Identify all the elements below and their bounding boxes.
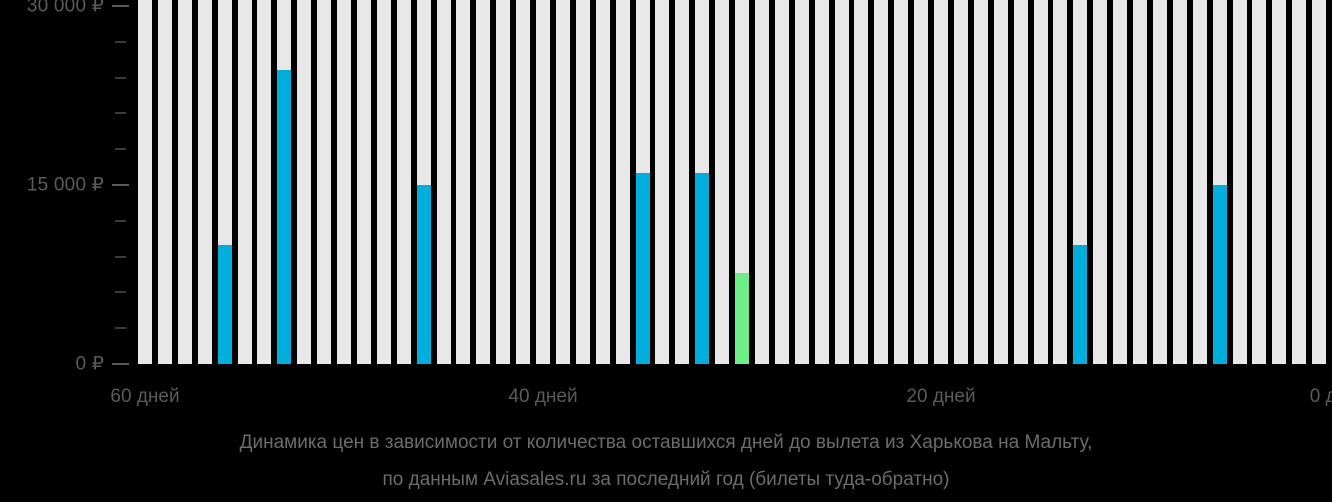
- column-stripe: [794, 0, 809, 364]
- column-stripe: [715, 0, 730, 364]
- column-stripe: [237, 0, 252, 364]
- y-axis-tick-mark: [112, 363, 129, 365]
- y-axis-minor-tick: [115, 76, 126, 79]
- column-stripe: [297, 0, 312, 364]
- column-stripe: [356, 0, 371, 364]
- column-stripe: [1033, 0, 1048, 364]
- column-stripe: [754, 0, 769, 364]
- x-axis-tick-label: 0 дней: [1309, 386, 1332, 407]
- y-axis-tick-label: 30 000 ₽: [26, 0, 104, 17]
- column-stripe: [337, 0, 351, 364]
- column-stripe: [1192, 0, 1207, 364]
- column-stripe: [1232, 0, 1247, 364]
- y-axis-tick-mark: [112, 184, 129, 186]
- column-stripe: [138, 0, 152, 364]
- y-axis-minor-tick: [115, 327, 126, 330]
- column-stripe: [615, 0, 630, 364]
- x-axis-tick-label: 20 дней: [906, 386, 976, 407]
- column-stripe: [774, 0, 789, 364]
- y-axis-minor-tick: [115, 112, 126, 115]
- y-axis-tick-label: 15 000 ₽: [26, 174, 104, 196]
- price-bar[interactable]: [695, 173, 710, 364]
- column-stripe: [575, 0, 590, 364]
- column-stripe: [1133, 0, 1147, 364]
- column-stripe: [595, 0, 610, 364]
- price-bar[interactable]: [1073, 244, 1088, 364]
- column-stripe: [257, 0, 272, 364]
- y-axis-minor-tick: [115, 291, 126, 294]
- column-stripe: [874, 0, 889, 364]
- column-stripe: [834, 0, 849, 364]
- column-stripe: [456, 0, 471, 364]
- column-stripe: [953, 0, 968, 364]
- y-axis-tick-label: 0 ₽: [75, 353, 104, 375]
- y-axis-minor-tick: [115, 40, 126, 43]
- column-stripe: [1152, 0, 1167, 364]
- column-stripe: [157, 0, 172, 364]
- y-axis-tick-mark: [112, 5, 129, 7]
- y-axis-minor-tick: [115, 219, 126, 222]
- column-stripe: [177, 0, 192, 364]
- column-stripe: [1272, 0, 1287, 364]
- column-stripe: [655, 0, 670, 364]
- column-stripe: [376, 0, 391, 364]
- x-axis-tick-label: 60 дней: [110, 386, 180, 407]
- plot-area: [138, 0, 1332, 364]
- column-stripe: [675, 0, 690, 364]
- column-stripe: [436, 0, 451, 364]
- column-stripe: [1053, 0, 1068, 364]
- column-stripe: [1312, 0, 1327, 364]
- column-stripe: [1093, 0, 1108, 364]
- column-stripe: [973, 0, 988, 364]
- column-stripe: [894, 0, 909, 364]
- column-stripe: [1172, 0, 1187, 364]
- price-bar[interactable]: [1212, 185, 1227, 364]
- caption-line-2: по данным Aviasales.ru за последний год …: [382, 469, 950, 490]
- x-axis: 60 дней 40 дней 20 дней 0 дней: [0, 364, 1332, 410]
- y-axis: 30 000 ₽ 15 000 ₽ 0 ₽: [0, 0, 138, 380]
- column-stripe: [476, 0, 491, 364]
- column-stripe: [555, 0, 570, 364]
- column-stripe: [814, 0, 829, 364]
- column-stripe: [934, 0, 948, 364]
- price-bar[interactable]: [416, 185, 431, 364]
- column-stripe: [317, 0, 332, 364]
- y-axis-minor-tick: [115, 255, 126, 258]
- price-bar[interactable]: [635, 173, 650, 364]
- column-stripe: [993, 0, 1008, 364]
- column-stripe: [536, 0, 550, 364]
- column-stripe: [735, 0, 749, 364]
- column-stripe: [516, 0, 531, 364]
- column-stripe: [854, 0, 869, 364]
- price-bar[interactable]: [277, 70, 292, 364]
- column-stripe: [396, 0, 411, 364]
- column-stripe: [1113, 0, 1128, 364]
- column-stripe: [197, 0, 212, 364]
- column-stripe: [1292, 0, 1307, 364]
- y-axis-minor-tick: [115, 148, 126, 151]
- column-stripe: [1013, 0, 1028, 364]
- price-bar[interactable]: [735, 273, 749, 364]
- column-stripe: [914, 0, 929, 364]
- x-axis-tick-label: 40 дней: [508, 386, 578, 407]
- caption-line-1: Динамика цен в зависимости от количества…: [239, 432, 1093, 453]
- column-stripe: [496, 0, 511, 364]
- column-stripe: [1252, 0, 1267, 364]
- chart-caption: Динамика цен в зависимости от количества…: [0, 424, 1332, 498]
- price-bar[interactable]: [217, 244, 232, 364]
